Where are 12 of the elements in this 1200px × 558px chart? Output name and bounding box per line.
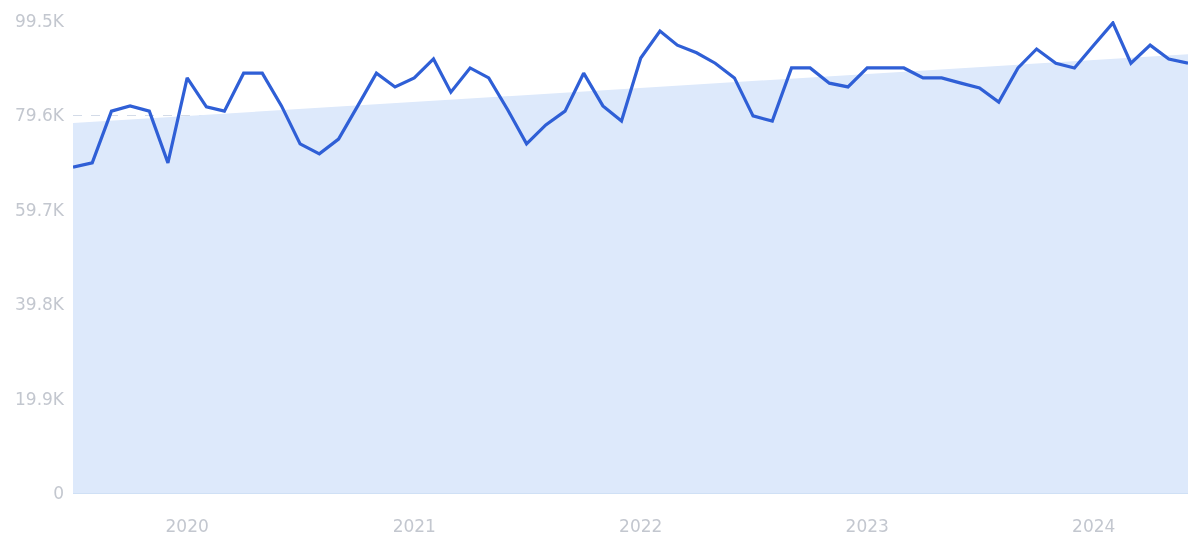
y-tick-label: 0 bbox=[53, 482, 64, 503]
y-tick-label: 39.8K bbox=[15, 294, 65, 315]
y-tick-label: 99.5K bbox=[15, 10, 65, 31]
line-series bbox=[73, 21, 1188, 169]
x-tick-label: 2022 bbox=[619, 516, 663, 537]
y-tick-label: 19.9K bbox=[15, 388, 65, 409]
x-tick-label: 2023 bbox=[845, 516, 889, 537]
x-tick-label: 2024 bbox=[1072, 516, 1116, 537]
y-tick-label: 79.6K bbox=[15, 105, 65, 126]
y-tick-label: 59.7K bbox=[15, 199, 65, 220]
x-tick-label: 2020 bbox=[165, 516, 209, 537]
x-tick-label: 2021 bbox=[392, 516, 436, 537]
